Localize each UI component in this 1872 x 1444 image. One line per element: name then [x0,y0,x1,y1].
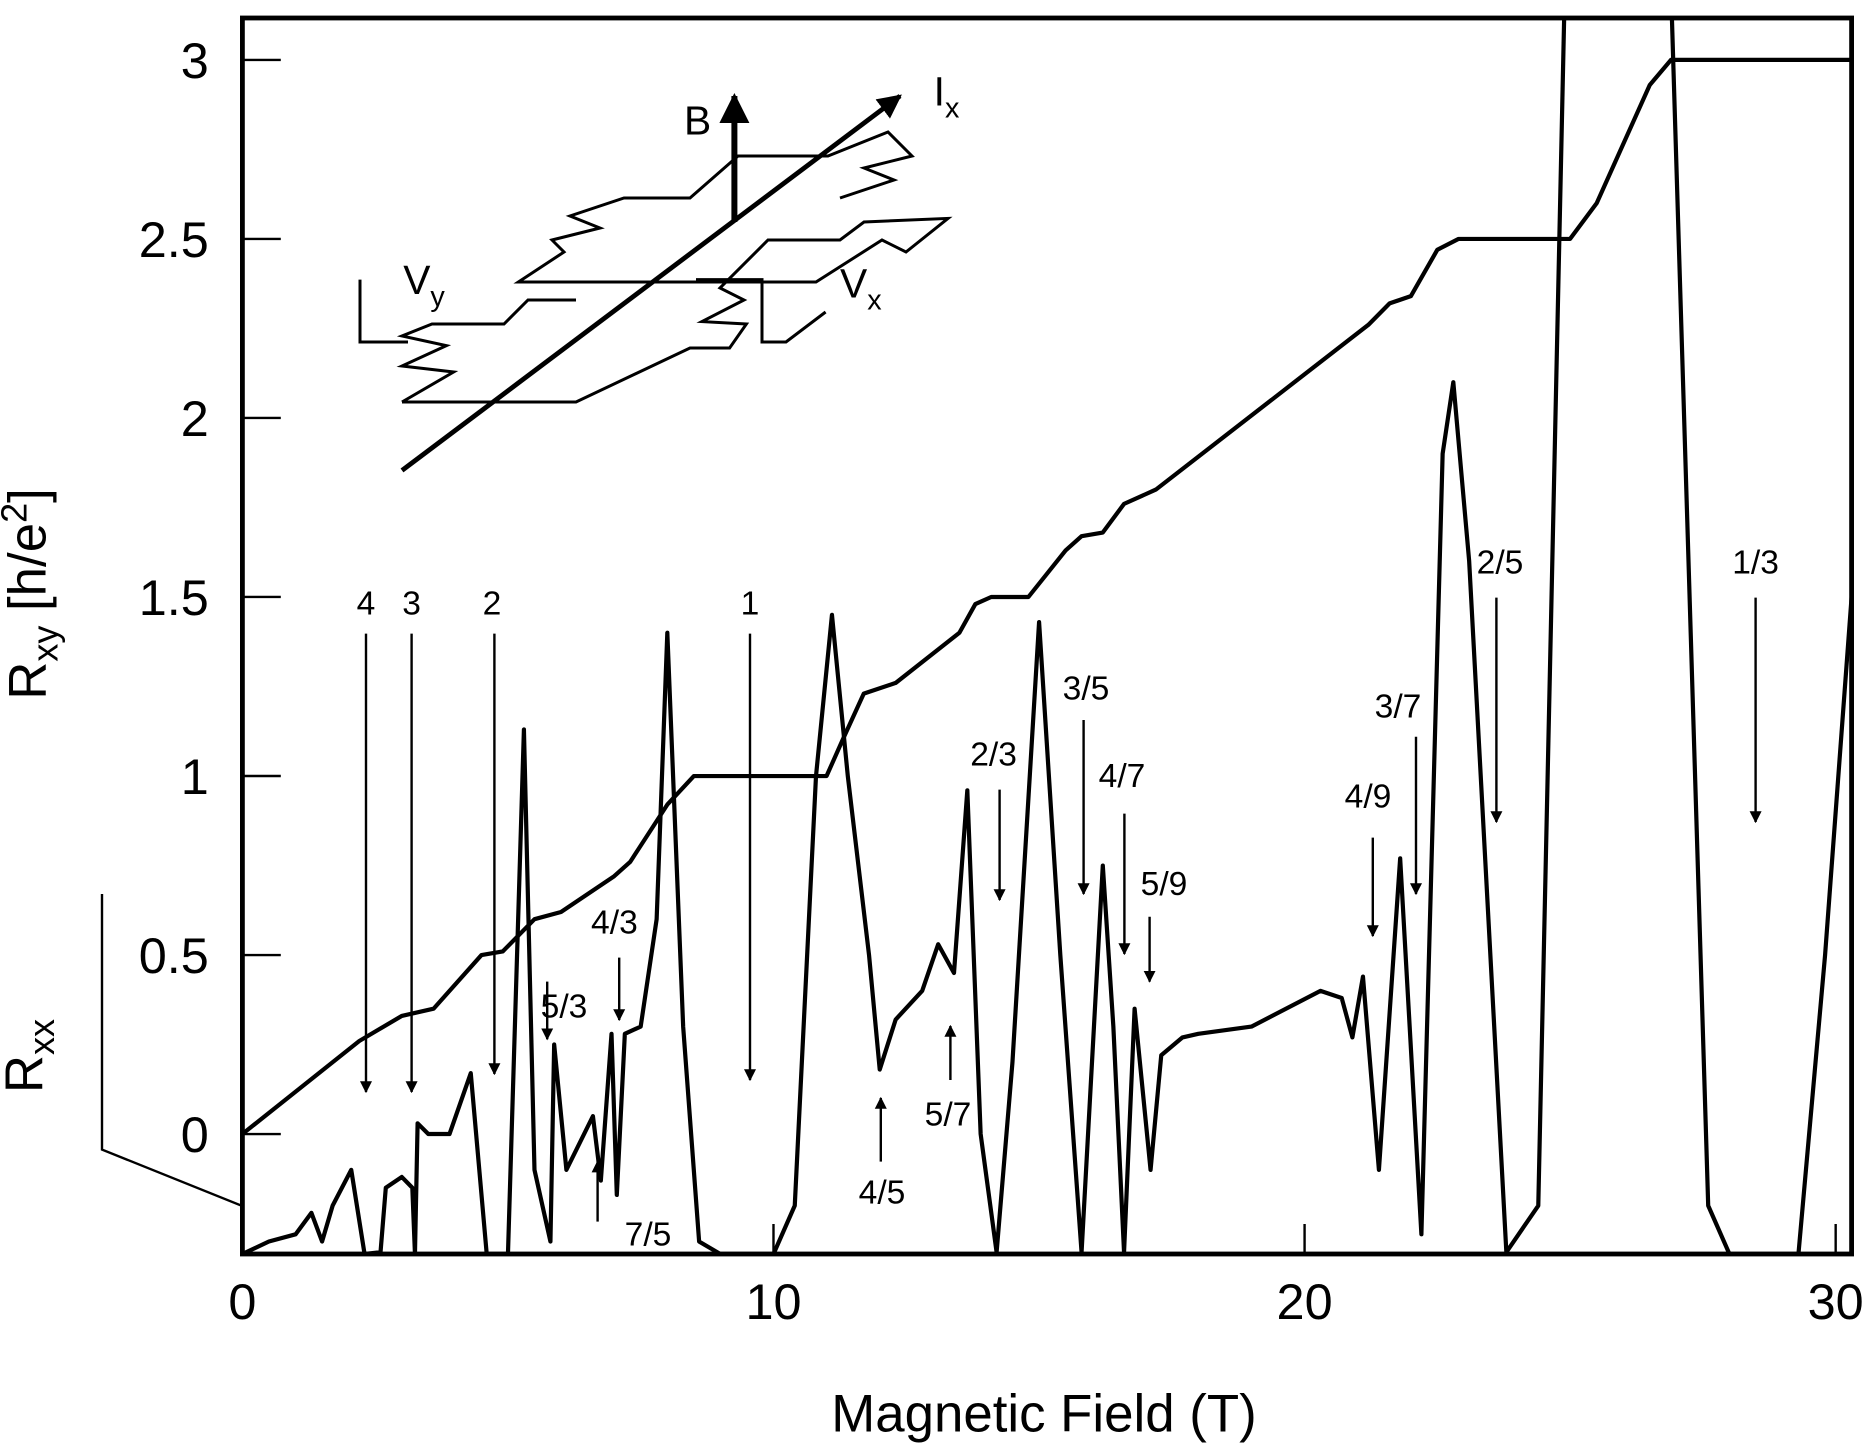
data-layer [242,18,1852,1255]
y-tick-label: 2.5 [139,211,209,268]
y-tick-label: 3 [181,32,209,89]
x-tick-label: 30 [1808,1273,1864,1330]
y-tick-label: 1.5 [139,569,209,626]
annotation-label: 3/5 [1063,671,1110,708]
inset-diagram: B Ix Vy Vx [358,69,960,473]
plot-frame [240,15,1855,1257]
y-tick-label: 1 [181,748,209,805]
data-line [242,57,1852,1136]
x-tick-label: 10 [745,1273,801,1330]
y-tick-label: 2 [181,390,209,447]
y-axis-title: Rxy [h/e2] [0,488,66,700]
x-tick-label: 0 [228,1273,256,1330]
annotation-label: 4/5 [859,1175,906,1212]
annotation-label: 4/7 [1099,758,1146,795]
annotation-label: 5/7 [925,1097,972,1134]
x-tick-label: 20 [1277,1273,1333,1330]
inset-label: Vx [840,261,882,317]
annotation-label: 5/3 [541,989,588,1026]
rxx-label: Rxx [0,1019,62,1093]
inset-label: Ix [934,69,960,125]
annotation-label: 5/9 [1141,866,1188,903]
data-line [242,18,1852,1255]
x-axis-title: Magnetic Field (T) [831,1385,1256,1444]
annotation-label: 2/5 [1477,545,1524,582]
annotation-label: 3/7 [1375,689,1422,726]
annotation-label: 2/3 [970,737,1017,774]
inset-label: Vy [403,257,445,313]
annotation-label: 3 [402,585,421,622]
inset-label: B [684,97,711,143]
annotation-label: 4/9 [1345,779,1392,816]
annotation-label: 7/5 [625,1217,672,1254]
annotation-label: 4/3 [591,905,638,942]
annotation-label: 1/3 [1732,545,1779,582]
annotation-label: 1 [741,585,760,622]
annotation-label: 4 [357,585,376,622]
annotation-label: 2 [483,585,502,622]
y-tick-label: 0.5 [139,927,209,984]
y-tick-label: 0 [181,1106,209,1163]
